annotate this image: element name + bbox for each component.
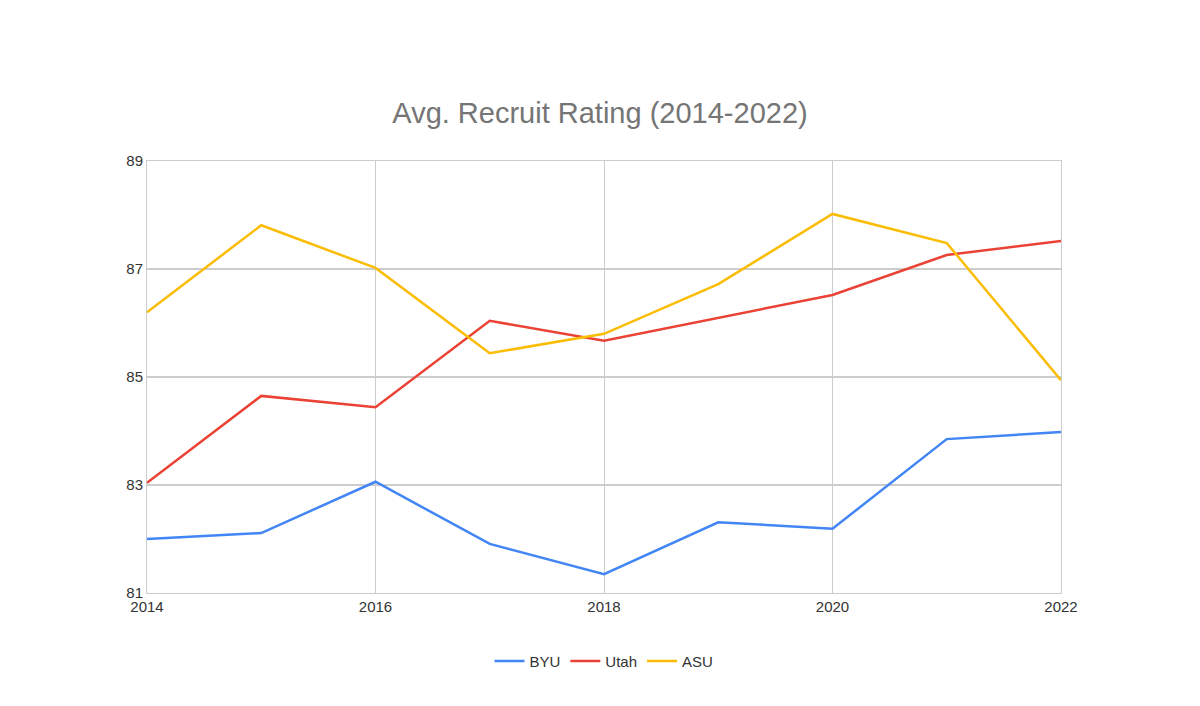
svg-text:ASU: ASU bbox=[682, 653, 713, 670]
svg-text:BYU: BYU bbox=[530, 653, 561, 670]
svg-text:2018: 2018 bbox=[587, 598, 620, 615]
svg-text:2022: 2022 bbox=[1044, 598, 1077, 615]
svg-text:87: 87 bbox=[126, 260, 143, 277]
svg-text:83: 83 bbox=[126, 476, 143, 493]
svg-text:2020: 2020 bbox=[816, 598, 849, 615]
svg-text:2016: 2016 bbox=[359, 598, 392, 615]
svg-text:81: 81 bbox=[126, 584, 143, 601]
svg-text:85: 85 bbox=[126, 368, 143, 385]
svg-text:89: 89 bbox=[126, 152, 143, 169]
svg-text:2014: 2014 bbox=[130, 598, 163, 615]
svg-text:Avg. Recruit Rating (2014-2022: Avg. Recruit Rating (2014-2022) bbox=[392, 97, 807, 129]
svg-text:Utah: Utah bbox=[605, 653, 637, 670]
